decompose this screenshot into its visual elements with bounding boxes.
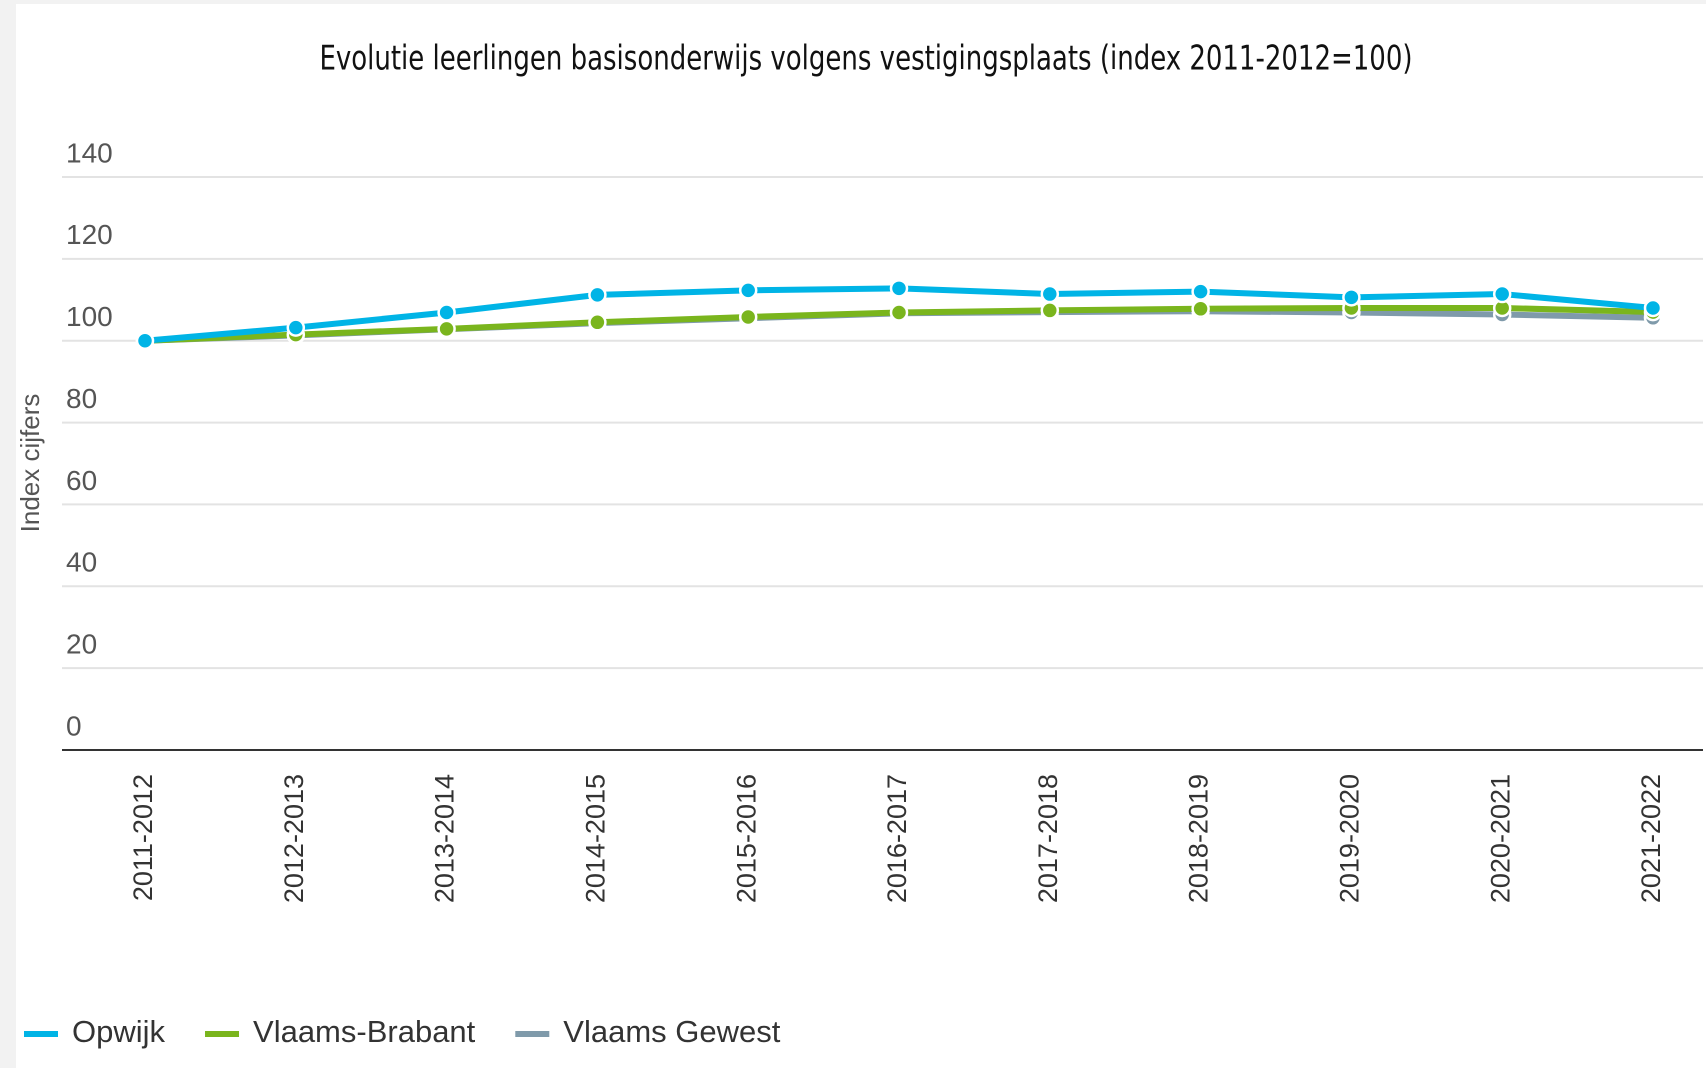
data-point	[437, 319, 456, 339]
data-point	[1191, 282, 1210, 301]
data-point	[437, 303, 456, 322]
y-tick-label: 100	[66, 301, 113, 332]
chart-title: Evolutie leerlingen basisonderwijs volge…	[319, 40, 1412, 79]
legend-label: Vlaams-Brabant	[253, 1014, 476, 1049]
x-tick-label: 2020-2021	[1485, 774, 1515, 903]
data-point	[889, 279, 909, 298]
x-tick-label: 2011-2012	[128, 774, 158, 901]
y-tick-label: 0	[66, 710, 82, 741]
legend-label: Opwijk	[72, 1014, 166, 1049]
data-point	[889, 303, 909, 322]
data-point	[1191, 299, 1210, 319]
data-point	[1040, 301, 1060, 320]
x-tick-label: 2018-2019	[1184, 774, 1214, 903]
y-tick-label: 120	[66, 219, 113, 250]
x-tick-label: 2015-2016	[731, 774, 761, 903]
y-tick-label: 80	[66, 383, 97, 414]
data-point	[588, 285, 607, 305]
y-tick-label: 20	[66, 629, 97, 660]
x-tick-label: 2013-2014	[430, 774, 460, 903]
data-point	[1492, 284, 1512, 304]
data-point	[135, 331, 155, 350]
y-tick-label: 140	[66, 137, 113, 168]
side-strip	[0, 0, 16, 1068]
y-axis-label: Index cijfers	[15, 394, 45, 533]
data-point	[738, 307, 758, 327]
data-point	[1342, 288, 1361, 307]
y-tick-label: 40	[66, 547, 97, 578]
y-tick-label: 60	[66, 465, 97, 496]
data-point	[1643, 298, 1663, 318]
legend-label: Vlaams Gewest	[563, 1014, 780, 1049]
x-tick-label: 2014-2015	[581, 774, 611, 903]
data-point	[286, 318, 306, 337]
x-tick-label: 2019-2020	[1335, 774, 1365, 903]
data-point	[1040, 284, 1060, 304]
x-tick-label: 2021-2022	[1636, 774, 1666, 903]
x-tick-label: 2016-2017	[882, 774, 912, 903]
x-tick-label: 2012-2013	[279, 774, 309, 903]
data-point	[738, 281, 758, 300]
top-strip	[0, 0, 1706, 4]
x-tick-label: 2017-2018	[1033, 774, 1063, 903]
data-point	[588, 313, 607, 332]
